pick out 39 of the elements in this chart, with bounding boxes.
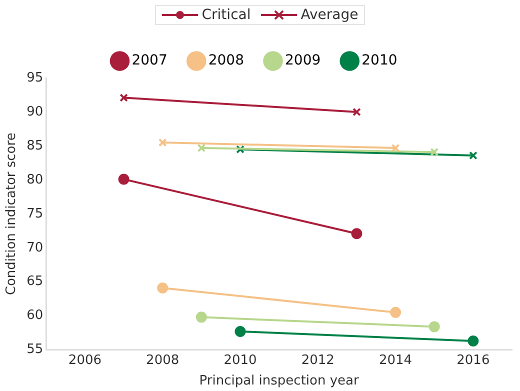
- y-tick-label: 65: [26, 274, 44, 290]
- y-tick-label: 95: [26, 70, 44, 86]
- point: [390, 306, 402, 318]
- point: [236, 145, 244, 154]
- point: [352, 108, 361, 116]
- legend-label: 2010: [362, 52, 398, 69]
- y-tick-label: 55: [26, 342, 44, 358]
- point: [118, 174, 130, 185]
- point: [468, 151, 478, 160]
- point: [391, 144, 400, 152]
- y-tick-label: 90: [26, 104, 44, 120]
- x-tick-label: 2010: [224, 352, 257, 368]
- legend-label: 2007: [132, 52, 168, 69]
- point: [428, 321, 440, 332]
- y-tick-label: 70: [26, 240, 44, 256]
- point: [120, 94, 128, 102]
- point: [196, 312, 207, 323]
- legend-label: 2008: [208, 52, 244, 69]
- x-axis-title: Principal inspection year: [199, 374, 360, 389]
- y-tick-label: 75: [26, 206, 44, 222]
- point: [157, 282, 168, 294]
- text: Critical: [202, 7, 251, 23]
- legend-label: 2009: [285, 52, 321, 69]
- point: [430, 148, 439, 156]
- y-tick-label: 60: [26, 308, 44, 324]
- y-tick-label: 80: [26, 172, 44, 188]
- point: [234, 326, 246, 337]
- x-tick-label: 2014: [378, 352, 412, 368]
- text: Average: [300, 7, 358, 23]
- x-tick-label: 2008: [146, 352, 180, 368]
- x-tick-label: 2006: [68, 352, 102, 368]
- point: [468, 335, 479, 346]
- y-tick-label: 85: [26, 138, 44, 154]
- point: [158, 138, 167, 147]
- y-axis-title: Condition indicator score: [4, 132, 20, 296]
- x-tick-label: 2012: [301, 352, 334, 368]
- x-tick-label: 2016: [456, 352, 490, 368]
- point: [197, 144, 206, 152]
- point: [351, 228, 362, 240]
